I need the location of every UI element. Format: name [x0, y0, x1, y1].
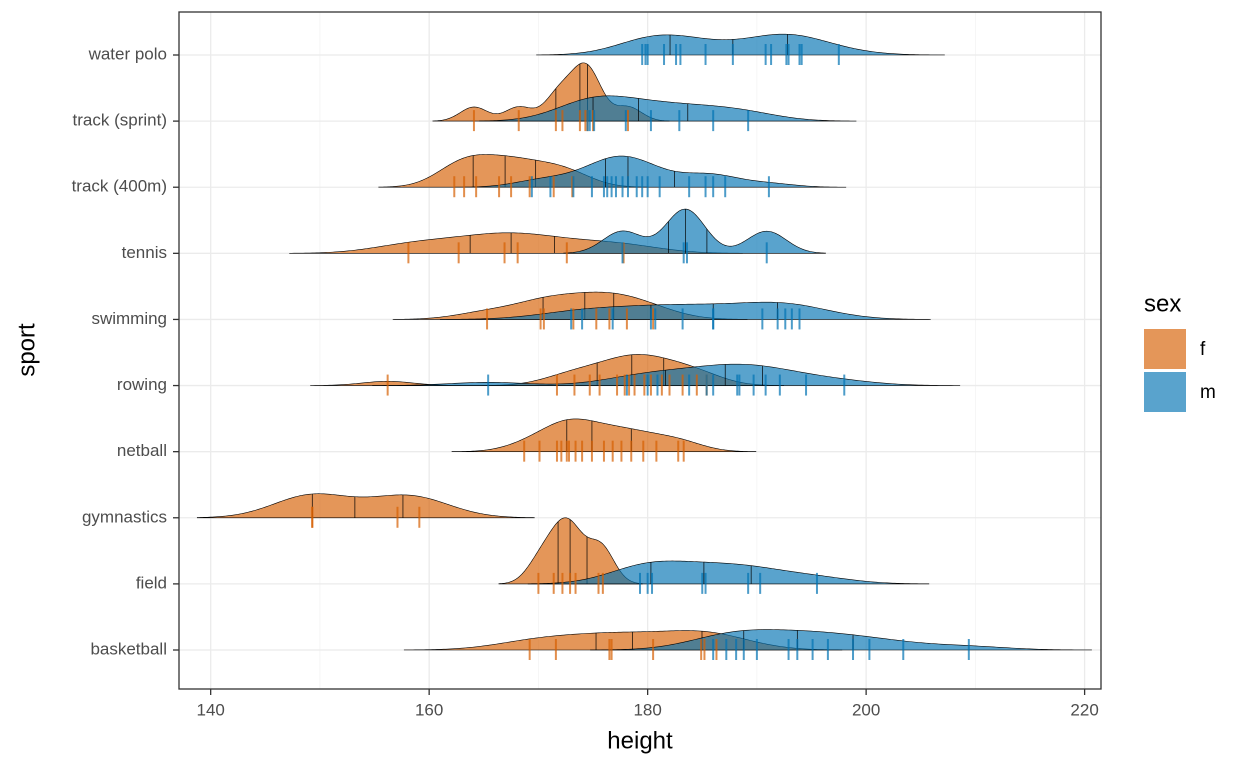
density [479, 95, 857, 122]
y-tick-label: netball [117, 441, 167, 460]
y-tick-label: gymnastics [82, 507, 167, 526]
y-tick-label: rowing [117, 375, 167, 394]
y-tick-label: basketball [90, 639, 167, 658]
density [372, 363, 961, 386]
legend-label: f [1200, 339, 1206, 360]
y-axis-title: sport [13, 323, 40, 377]
legend-key [1144, 329, 1186, 369]
legend-title: sex [1144, 290, 1181, 317]
y-tick-label: track (400m) [72, 177, 167, 196]
legend-label: m [1200, 382, 1216, 403]
density [439, 301, 931, 320]
x-axis-title: height [607, 727, 673, 754]
x-tick-label: 180 [633, 700, 661, 719]
y-tick-label: field [136, 573, 167, 592]
density [454, 155, 847, 188]
y-tick-label: water polo [88, 44, 167, 63]
density [536, 33, 945, 56]
axes: 140 160 180 200 220 basketball field gymnastics… [72, 44, 1099, 719]
panel-border [178, 11, 1102, 690]
legend: sex f m [1144, 290, 1216, 412]
x-tick-label: 220 [1070, 700, 1098, 719]
density [527, 560, 930, 585]
density [451, 418, 757, 452]
y-tick-label: track (sprint) [73, 111, 167, 130]
ridges [196, 33, 1092, 660]
y-tick-label: tennis [122, 243, 167, 262]
density [563, 208, 826, 254]
density [196, 493, 535, 519]
y-tick-label: swimming [91, 309, 167, 328]
x-tick-label: 140 [196, 700, 224, 719]
x-tick-label: 200 [852, 700, 880, 719]
x-tick-label: 160 [415, 700, 443, 719]
legend-key [1144, 372, 1186, 412]
